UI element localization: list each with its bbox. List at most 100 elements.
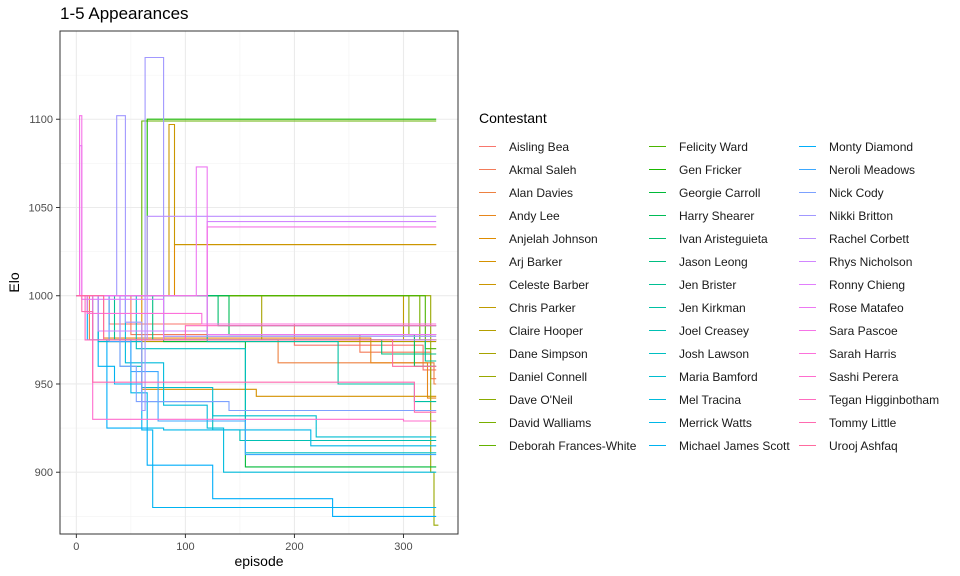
x-tick-label: 100: [176, 541, 194, 553]
legend-key: [649, 260, 666, 263]
series-line-alan-davies: [76, 295, 437, 385]
legend-key: [479, 168, 496, 171]
legend-key: [479, 375, 496, 378]
legend-item: Rhys Nicholson: [799, 250, 939, 273]
legend-label: Gen Fricker: [679, 162, 742, 177]
x-axis-label: episode: [234, 553, 283, 569]
y-tick-label: 1050: [29, 202, 53, 214]
legend-item: Nikki Britton: [799, 204, 939, 227]
legend-key: [649, 398, 666, 401]
legend-key: [479, 398, 496, 401]
legend-item: Alan Davies: [479, 181, 649, 204]
legend-key: [649, 329, 666, 332]
legend-label: Neroli Meadows: [829, 162, 916, 177]
legend-label: Jason Leong: [679, 254, 748, 269]
legend-label: Deborah Frances-White: [509, 438, 637, 453]
series-line-urooj-ashfaq: [76, 295, 437, 367]
legend-label: Alan Davies: [509, 185, 574, 200]
x-tick-label: 300: [394, 541, 412, 553]
legend-label: Rose Matafeo: [829, 300, 904, 315]
legend-column: Felicity Ward Gen Fricker Georgie Carroll H…: [649, 135, 799, 457]
legend-item: Ronny Chieng: [799, 273, 939, 296]
legend-item: Anjelah Johnson: [479, 227, 649, 250]
legend-item: Harry Shearer: [649, 204, 799, 227]
legend-label: Maria Bamford: [679, 369, 758, 384]
legend-item: Georgie Carroll: [649, 181, 799, 204]
legend-label: Jen Brister: [679, 277, 737, 292]
legend-key: [479, 352, 496, 355]
legend-key: [799, 421, 816, 424]
legend-item: David Walliams: [479, 411, 649, 434]
legend-item: Daniel Connell: [479, 365, 649, 388]
legend-key: [649, 145, 666, 148]
legend-key: [479, 283, 496, 286]
legend-key: [799, 260, 816, 263]
legend-item: Jen Kirkman: [649, 296, 799, 319]
plot-panel: [60, 31, 458, 534]
legend-label: Harry Shearer: [679, 208, 755, 223]
legend-key: [479, 191, 496, 194]
legend-item: Joel Creasey: [649, 319, 799, 342]
legend-column: Monty Diamond Neroli Meadows Nick Cody Nikk…: [799, 135, 939, 457]
legend-item: Josh Lawson: [649, 342, 799, 365]
y-axis-label: Elo: [6, 272, 22, 292]
legend-label: Tommy Little: [829, 415, 897, 430]
legend-key: [649, 191, 666, 194]
legend-key: [479, 237, 496, 240]
legend-item: Sashi Perera: [799, 365, 939, 388]
legend-label: Arj Barker: [509, 254, 563, 269]
legend-key: [799, 398, 816, 401]
legend-columns: Aisling Bea Akmal Saleh Alan Davies Andy Le…: [479, 135, 939, 457]
legend-label: Sarah Harris: [829, 346, 897, 361]
legend-item: Rachel Corbett: [799, 227, 939, 250]
legend-key: [649, 444, 666, 447]
legend-label: David Walliams: [509, 415, 592, 430]
series-line-neroli-meadows: [76, 295, 437, 456]
x-tick-label: 0: [73, 541, 79, 553]
series-line-sara-pascoe: [76, 115, 437, 297]
y-axis: 900 950 1000 1050 1100: [29, 114, 60, 479]
legend: Contestant Aisling Bea Akmal Saleh Alan Da…: [479, 110, 939, 457]
y-tick-label: 1100: [29, 114, 53, 126]
legend-label: Sashi Perera: [829, 369, 899, 384]
legend-key: [479, 421, 496, 424]
legend-key: [799, 444, 816, 447]
legend-key: [799, 283, 816, 286]
y-tick-label: 900: [35, 467, 53, 479]
chart-title: 1-5 Appearances: [60, 4, 189, 23]
legend-key: [649, 352, 666, 355]
legend-item: Jason Leong: [649, 250, 799, 273]
legend-column: Aisling Bea Akmal Saleh Alan Davies Andy Le…: [479, 135, 649, 457]
legend-label: Felicity Ward: [679, 139, 748, 154]
legend-item: Sara Pascoe: [799, 319, 939, 342]
legend-label: Ivan Aristeguieta: [679, 231, 768, 246]
legend-key: [649, 375, 666, 378]
legend-title: Contestant: [479, 110, 547, 126]
legend-label: Aisling Bea: [509, 139, 570, 154]
x-tick-label: 200: [285, 541, 303, 553]
legend-label: Tegan Higginbotham: [829, 392, 940, 407]
legend-item: Felicity Ward: [649, 135, 799, 158]
legend-item: Rose Matafeo: [799, 296, 939, 319]
legend-item: Tommy Little: [799, 411, 939, 434]
legend-key: [649, 214, 666, 217]
legend-label: Jen Kirkman: [679, 300, 746, 315]
x-axis: 0 100 200 300: [73, 534, 413, 553]
legend-label: Ronny Chieng: [829, 277, 906, 292]
legend-key: [479, 306, 496, 309]
legend-key: [799, 145, 816, 148]
legend-key: [479, 260, 496, 263]
legend-label: Michael James Scott: [679, 438, 790, 453]
legend-item: Jen Brister: [649, 273, 799, 296]
legend-key: [799, 352, 816, 355]
legend-key: [479, 145, 496, 148]
legend-item: Arj Barker: [479, 250, 649, 273]
legend-key: [479, 329, 496, 332]
legend-item: Chris Parker: [479, 296, 649, 319]
legend-label: Nick Cody: [829, 185, 884, 200]
legend-item: Claire Hooper: [479, 319, 649, 342]
legend-label: Josh Lawson: [679, 346, 750, 361]
legend-item: Michael James Scott: [649, 434, 799, 457]
legend-key: [799, 237, 816, 240]
legend-item: Urooj Ashfaq: [799, 434, 939, 457]
